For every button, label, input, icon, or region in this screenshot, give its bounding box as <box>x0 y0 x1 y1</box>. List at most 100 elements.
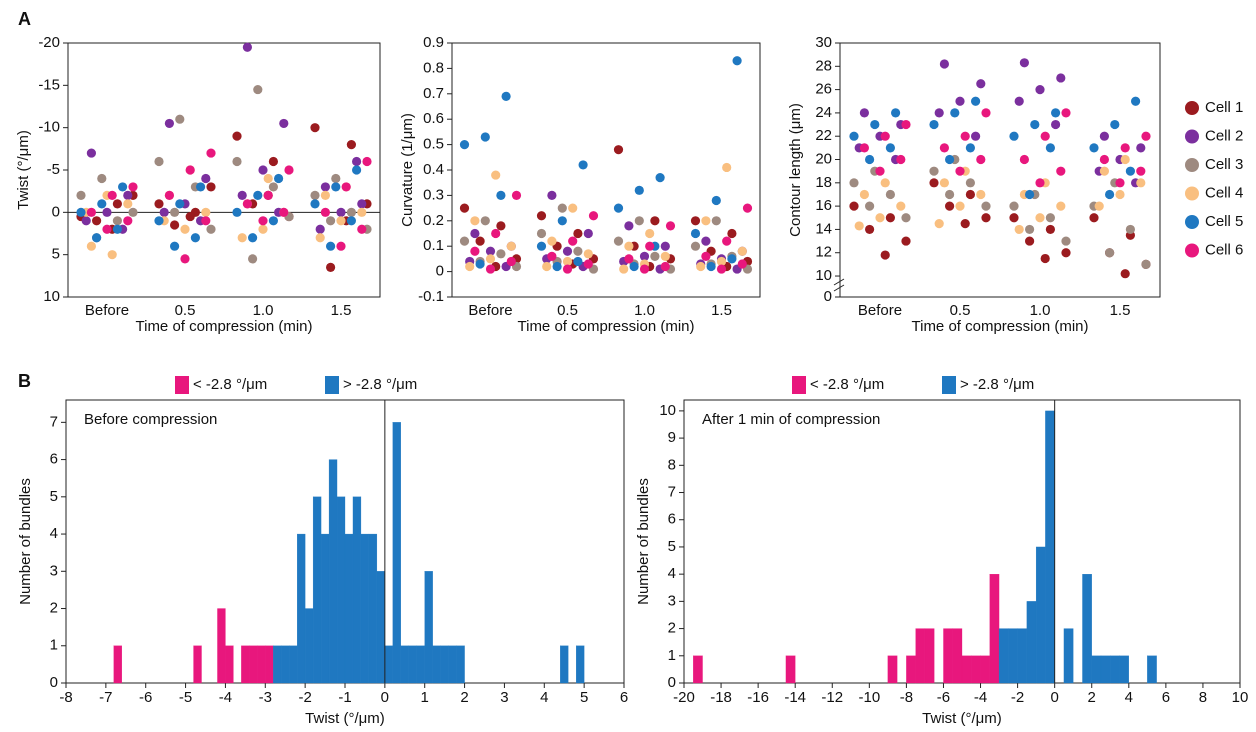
x-tick-label: Before <box>858 302 902 319</box>
data-point <box>1089 213 1099 223</box>
data-point <box>613 236 624 246</box>
histogram-bar <box>971 655 981 684</box>
histogram-bar <box>424 571 433 684</box>
data-point <box>960 131 970 141</box>
y-tick-label: 4 <box>668 565 676 582</box>
x-axis-label: Twist (°/μm) <box>922 710 1002 727</box>
y-tick-label: 20 <box>815 150 832 167</box>
data-point <box>891 108 901 118</box>
data-point <box>320 207 330 217</box>
histogram-bar <box>408 645 417 684</box>
data-point <box>885 143 896 153</box>
data-point <box>645 228 655 239</box>
data-point <box>955 201 965 211</box>
y-tick-label: 30 <box>815 34 832 51</box>
data-point <box>901 236 911 246</box>
data-point <box>123 190 133 200</box>
data-point <box>880 250 890 260</box>
data-point <box>742 203 753 213</box>
x-tick-label: -20 <box>673 689 695 706</box>
data-point <box>357 207 367 217</box>
data-point <box>716 256 727 267</box>
y-tick-label: -5 <box>47 161 60 178</box>
data-point <box>336 241 346 251</box>
y-tick-label: 1 <box>50 637 58 654</box>
histogram-bar <box>440 645 449 684</box>
data-point <box>485 254 496 264</box>
data-point <box>346 140 356 150</box>
y-axis-label: Number of bundles <box>17 478 34 605</box>
data-point <box>934 108 944 118</box>
data-point <box>896 201 906 211</box>
x-tick-label: -8 <box>900 689 913 706</box>
x-tick-label: -18 <box>710 689 732 706</box>
data-point <box>459 203 470 213</box>
histogram-bar <box>961 655 972 684</box>
x-tick-label: 6 <box>1162 689 1170 706</box>
data-point <box>485 246 496 256</box>
data-point <box>854 221 864 231</box>
data-point <box>506 256 516 267</box>
data-point <box>929 119 939 130</box>
x-tick-label: -4 <box>974 689 987 706</box>
data-point <box>170 207 180 217</box>
histogram-bar <box>887 655 898 684</box>
data-point <box>568 236 578 246</box>
data-point <box>1040 253 1050 264</box>
data-point <box>185 211 195 222</box>
y-tick-label: 2 <box>668 620 676 637</box>
data-point <box>357 224 367 234</box>
y-tick-label: 5 <box>50 488 58 505</box>
data-point <box>849 131 859 141</box>
data-point <box>562 256 573 267</box>
histogram-bar <box>952 628 963 684</box>
data-point <box>624 254 634 264</box>
x-tick-label: -14 <box>784 689 806 706</box>
histogram-bar <box>1110 655 1120 684</box>
y-tick-label: 26 <box>815 81 832 98</box>
data-point <box>701 216 711 226</box>
axis-break <box>833 284 845 292</box>
x-tick-label: 0.5 <box>557 302 578 319</box>
data-point <box>634 185 644 195</box>
data-point <box>201 216 211 226</box>
data-point <box>859 108 870 118</box>
data-point <box>865 154 875 165</box>
data-point <box>459 236 470 246</box>
data-point <box>965 143 976 153</box>
histogram-bar <box>289 645 298 684</box>
x-tick-label: 1.5 <box>331 302 352 319</box>
data-point <box>279 207 289 217</box>
y-tick-label: 7 <box>50 413 58 430</box>
data-point <box>706 261 716 272</box>
data-point <box>901 119 911 130</box>
data-point <box>870 119 880 130</box>
y-tick-label: 6 <box>668 511 676 528</box>
data-point <box>1115 189 1125 200</box>
y-tick-label: 16 <box>815 197 832 214</box>
data-point <box>1045 224 1055 235</box>
data-point <box>190 233 200 243</box>
data-point <box>86 207 96 217</box>
data-point <box>1110 119 1120 130</box>
histogram-bar <box>368 533 378 684</box>
data-point <box>727 228 737 239</box>
data-point <box>459 140 470 150</box>
data-point <box>237 233 247 243</box>
data-point <box>470 246 480 256</box>
data-point <box>583 228 593 239</box>
y-tick-label: 0.1 <box>423 237 444 254</box>
data-point <box>480 216 490 226</box>
histogram-bar <box>576 645 585 684</box>
plot-frame <box>67 42 381 298</box>
data-point <box>242 42 252 52</box>
x-tick-label: -2 <box>298 689 311 706</box>
data-point <box>1099 154 1109 165</box>
y-tick-label: 0 <box>668 674 676 691</box>
data-point <box>97 199 107 209</box>
data-point <box>737 259 747 269</box>
histogram-bar <box>352 496 362 684</box>
data-point <box>248 233 258 243</box>
x-tick-label: -12 <box>821 689 843 706</box>
